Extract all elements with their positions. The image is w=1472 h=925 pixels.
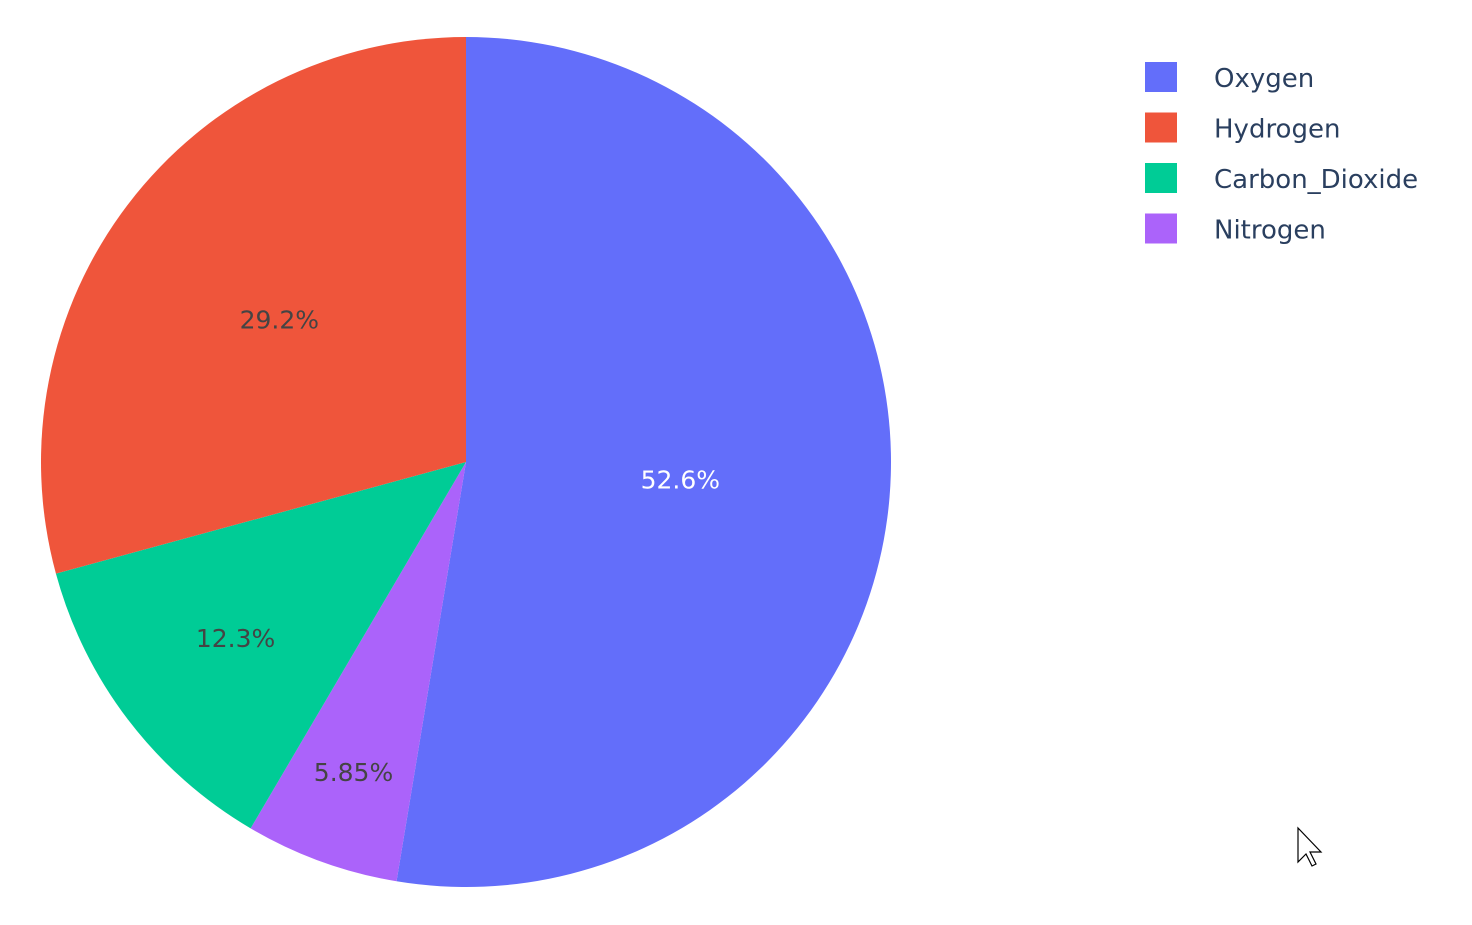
legend-item-carbon-dioxide[interactable]: Carbon_Dioxide [1145, 163, 1418, 195]
pie-labels: 52.6% 5.85% 12.3% 29.2% [196, 305, 720, 787]
legend-swatch [1145, 62, 1177, 92]
legend-item-hydrogen[interactable]: Hydrogen [1145, 112, 1340, 145]
pie-slice-oxygen[interactable] [396, 37, 892, 888]
legend-swatch [1145, 112, 1177, 143]
legend-label: Carbon_Dioxide [1214, 165, 1418, 195]
pie-label-carbon-dioxide: 12.3% [196, 624, 275, 653]
pie-slice-nitrogen[interactable] [250, 462, 466, 882]
pie-slices [40, 37, 892, 888]
pie-label-oxygen: 52.6% [641, 466, 720, 495]
legend-item-nitrogen[interactable]: Nitrogen [1145, 213, 1326, 246]
mouse-cursor-icon [1297, 826, 1323, 867]
pie-label-nitrogen: 5.85% [314, 758, 393, 787]
pie-slice-hydrogen[interactable] [40, 37, 466, 574]
legend-label: Nitrogen [1214, 216, 1326, 246]
legend: Oxygen Hydrogen Carbon_Dioxide Nitrogen [1145, 62, 1418, 246]
legend-swatch [1145, 163, 1177, 193]
pie-label-hydrogen: 29.2% [240, 305, 319, 334]
pie-slice-carbon-dioxide[interactable] [55, 462, 466, 829]
legend-item-oxygen[interactable]: Oxygen [1145, 62, 1314, 94]
legend-label: Oxygen [1214, 64, 1314, 94]
legend-label: Hydrogen [1214, 115, 1340, 145]
legend-swatch [1145, 213, 1177, 244]
